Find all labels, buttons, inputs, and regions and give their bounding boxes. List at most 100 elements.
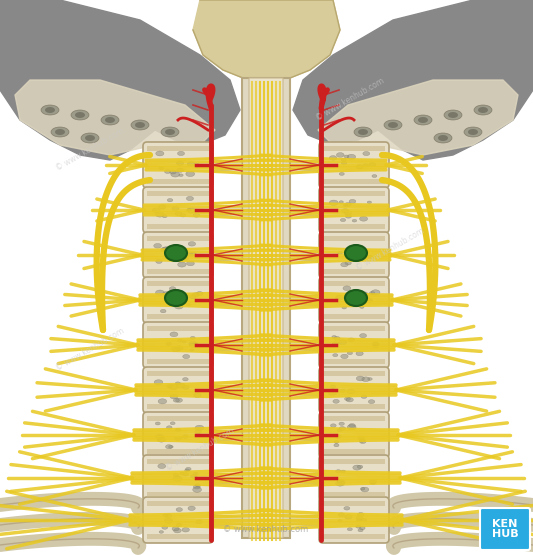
Ellipse shape <box>344 211 352 215</box>
Ellipse shape <box>156 290 165 295</box>
Ellipse shape <box>172 206 179 210</box>
Ellipse shape <box>173 473 179 476</box>
Ellipse shape <box>373 345 378 348</box>
Ellipse shape <box>350 294 355 297</box>
FancyBboxPatch shape <box>143 455 213 501</box>
Ellipse shape <box>161 248 168 252</box>
FancyBboxPatch shape <box>147 281 209 286</box>
FancyBboxPatch shape <box>147 359 209 364</box>
Ellipse shape <box>345 514 352 519</box>
Ellipse shape <box>348 338 354 342</box>
FancyBboxPatch shape <box>327 178 381 198</box>
FancyBboxPatch shape <box>147 371 209 376</box>
Ellipse shape <box>188 241 196 246</box>
FancyBboxPatch shape <box>147 449 209 454</box>
Ellipse shape <box>192 487 201 492</box>
Ellipse shape <box>195 425 204 431</box>
Ellipse shape <box>158 464 166 468</box>
Ellipse shape <box>175 346 183 350</box>
Ellipse shape <box>361 487 369 492</box>
Ellipse shape <box>182 435 188 438</box>
Ellipse shape <box>336 295 344 300</box>
Ellipse shape <box>176 508 182 512</box>
Polygon shape <box>193 0 340 80</box>
FancyBboxPatch shape <box>323 179 385 184</box>
FancyBboxPatch shape <box>143 367 213 413</box>
FancyBboxPatch shape <box>319 497 389 543</box>
Ellipse shape <box>343 204 348 206</box>
Ellipse shape <box>75 112 85 118</box>
Ellipse shape <box>444 110 462 120</box>
FancyBboxPatch shape <box>147 416 209 421</box>
FancyBboxPatch shape <box>323 224 385 229</box>
Ellipse shape <box>167 385 173 388</box>
Ellipse shape <box>179 174 183 176</box>
Ellipse shape <box>360 334 367 338</box>
Ellipse shape <box>361 518 367 522</box>
Text: © www.kenhub.com: © www.kenhub.com <box>354 227 426 273</box>
Ellipse shape <box>348 528 352 531</box>
Ellipse shape <box>358 513 364 517</box>
Ellipse shape <box>384 120 402 130</box>
Ellipse shape <box>371 290 380 295</box>
Ellipse shape <box>345 290 367 306</box>
Ellipse shape <box>347 154 356 159</box>
Ellipse shape <box>156 151 164 156</box>
FancyBboxPatch shape <box>147 492 209 497</box>
Ellipse shape <box>333 400 340 403</box>
FancyBboxPatch shape <box>319 277 389 323</box>
Ellipse shape <box>360 526 365 529</box>
Ellipse shape <box>166 342 172 345</box>
Ellipse shape <box>167 199 173 202</box>
Ellipse shape <box>356 376 365 381</box>
Ellipse shape <box>369 480 377 484</box>
Ellipse shape <box>172 346 180 352</box>
Ellipse shape <box>190 252 196 256</box>
FancyBboxPatch shape <box>323 326 385 331</box>
Ellipse shape <box>368 377 372 380</box>
FancyBboxPatch shape <box>323 449 385 454</box>
FancyBboxPatch shape <box>143 497 213 543</box>
Ellipse shape <box>187 196 193 201</box>
Ellipse shape <box>356 525 361 528</box>
Ellipse shape <box>346 397 353 402</box>
Ellipse shape <box>189 341 197 346</box>
Ellipse shape <box>349 248 356 252</box>
Ellipse shape <box>341 219 346 221</box>
FancyBboxPatch shape <box>147 236 209 241</box>
Polygon shape <box>293 0 533 160</box>
Ellipse shape <box>183 472 189 476</box>
FancyBboxPatch shape <box>147 404 209 409</box>
Ellipse shape <box>182 340 186 343</box>
Ellipse shape <box>174 528 181 533</box>
Ellipse shape <box>176 161 183 165</box>
FancyBboxPatch shape <box>151 489 205 509</box>
Polygon shape <box>0 0 240 160</box>
Ellipse shape <box>358 129 368 135</box>
Ellipse shape <box>159 531 164 533</box>
FancyBboxPatch shape <box>151 402 205 422</box>
Ellipse shape <box>131 120 149 130</box>
Ellipse shape <box>368 255 373 259</box>
FancyBboxPatch shape <box>327 312 381 332</box>
Ellipse shape <box>359 251 366 255</box>
FancyBboxPatch shape <box>323 281 385 286</box>
Ellipse shape <box>363 164 368 167</box>
Ellipse shape <box>185 467 191 471</box>
FancyBboxPatch shape <box>319 455 389 501</box>
Ellipse shape <box>357 465 363 468</box>
Ellipse shape <box>360 306 364 309</box>
Ellipse shape <box>388 122 398 128</box>
Polygon shape <box>15 80 215 155</box>
FancyBboxPatch shape <box>319 367 389 413</box>
Ellipse shape <box>176 168 184 172</box>
Ellipse shape <box>333 354 338 357</box>
Ellipse shape <box>195 484 200 487</box>
FancyBboxPatch shape <box>143 142 213 188</box>
Ellipse shape <box>191 475 197 478</box>
Ellipse shape <box>183 257 189 260</box>
FancyBboxPatch shape <box>143 232 213 278</box>
Ellipse shape <box>336 153 344 157</box>
Ellipse shape <box>174 436 182 441</box>
Ellipse shape <box>176 383 185 388</box>
